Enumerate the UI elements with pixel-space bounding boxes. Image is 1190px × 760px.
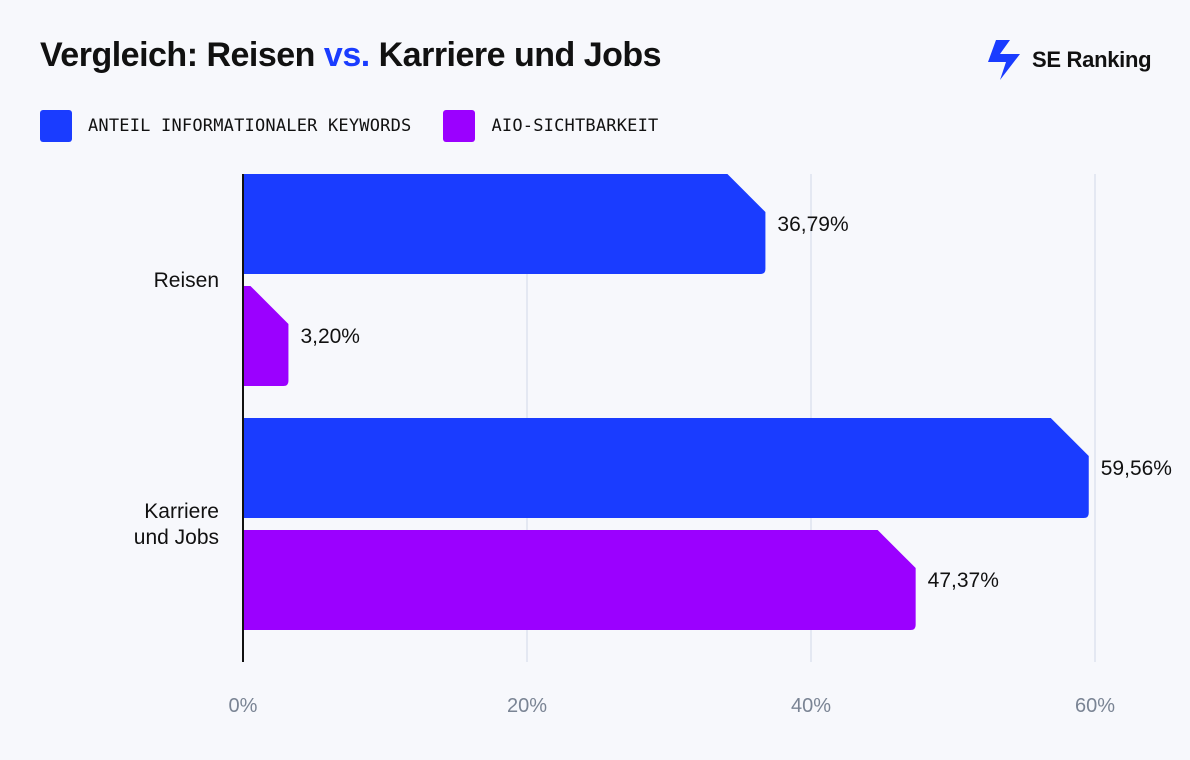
chart-title: Vergleich: Reisen vs. Karriere und Jobs bbox=[40, 36, 662, 75]
title-accent: vs. bbox=[323, 36, 370, 74]
title-part-2: Karriere und Jobs bbox=[369, 36, 662, 74]
brand-logo: SE Ranking bbox=[986, 38, 1152, 82]
data-label-0-1: 3,20% bbox=[300, 325, 360, 348]
bar-0-0 bbox=[243, 174, 766, 274]
category-label-0-0: Reisen bbox=[154, 269, 219, 292]
x-tick-label-1: 20% bbox=[507, 695, 547, 717]
bar-1-0 bbox=[243, 418, 1089, 518]
title-part-1: Vergleich: Reisen bbox=[40, 36, 324, 74]
data-label-1-0: 59,56% bbox=[1101, 457, 1172, 480]
legend-swatch-informational bbox=[40, 110, 72, 142]
legend-label-informational: ANTEIL INFORMATIONALER KEYWORDS bbox=[88, 116, 412, 136]
legend-item-informational: ANTEIL INFORMATIONALER KEYWORDS bbox=[40, 110, 411, 142]
category-label-1-0: Karriere bbox=[144, 500, 219, 523]
legend-label-aio: AIO-SICHTBARKEIT bbox=[491, 116, 659, 136]
x-tick-label-0: 0% bbox=[229, 695, 258, 717]
bar-0-1 bbox=[243, 286, 289, 386]
bar-1-1 bbox=[243, 530, 916, 630]
se-ranking-bolt-icon bbox=[988, 40, 1020, 80]
x-tick-label-3: 60% bbox=[1075, 695, 1115, 717]
brand-name: SE Ranking bbox=[1032, 47, 1152, 72]
legend-swatch-aio bbox=[443, 110, 476, 142]
data-label-0-0: 36,79% bbox=[777, 213, 848, 236]
x-tick-label-2: 40% bbox=[791, 695, 831, 717]
chart-legend: ANTEIL INFORMATIONALER KEYWORDS AIO-SICH… bbox=[40, 110, 690, 142]
legend-item-aio: AIO-SICHTBARKEIT bbox=[443, 110, 658, 142]
category-label-1-1: und Jobs bbox=[134, 526, 219, 549]
data-label-1-1: 47,37% bbox=[928, 569, 999, 592]
